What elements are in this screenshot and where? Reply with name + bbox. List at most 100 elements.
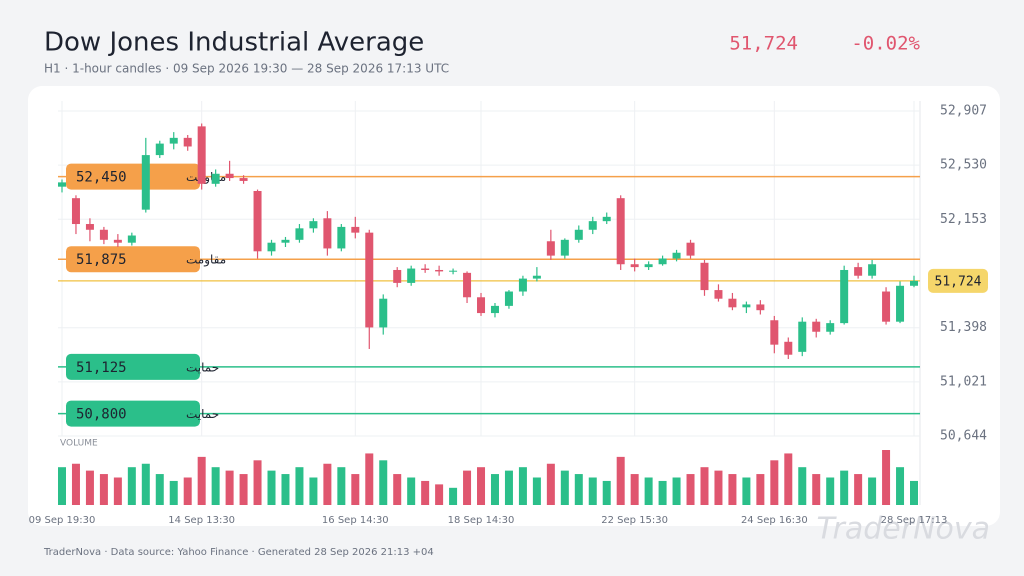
candle-body <box>588 221 597 230</box>
candle-body <box>421 268 430 270</box>
volume-bar <box>393 474 402 505</box>
volume-bar <box>658 480 667 505</box>
candle-body <box>309 221 318 229</box>
volume-bar <box>812 474 821 505</box>
volume-bar <box>267 470 276 505</box>
candle-body <box>253 190 262 252</box>
volume-bar <box>784 453 793 505</box>
candle-body <box>700 262 709 291</box>
candle-body <box>225 173 234 179</box>
candle-body <box>113 239 122 243</box>
candle-body <box>868 264 877 276</box>
volume-bar <box>295 467 304 505</box>
candle-body <box>211 173 220 184</box>
candle-body <box>602 216 611 222</box>
volume-bar <box>351 474 360 505</box>
x-tick-label: 24 Sep 16:30 <box>741 515 808 526</box>
footer: TraderNova · Data source: Yahoo Finance … <box>43 547 434 558</box>
candle-body <box>756 304 765 311</box>
y-tick-label: 52,530 <box>940 158 987 173</box>
volume-bar <box>854 474 863 505</box>
volume-bar <box>588 477 597 505</box>
candle-body <box>742 304 751 308</box>
candle-body <box>812 321 821 332</box>
x-tick-label: 09 Sep 19:30 <box>29 515 96 526</box>
candle-body <box>826 323 835 332</box>
candle-body <box>239 178 248 181</box>
volume-bar <box>700 467 709 505</box>
level-value: 52,450 <box>76 170 127 186</box>
volume-bar <box>337 467 346 505</box>
card <box>28 86 1000 526</box>
volume-bar <box>407 477 416 505</box>
candle-body <box>546 241 555 256</box>
volume-bar <box>141 463 150 505</box>
price: 51,724 <box>729 33 798 55</box>
volume-bar <box>435 484 444 505</box>
y-tick-label: 51,021 <box>940 374 987 389</box>
volume-bar <box>798 467 807 505</box>
volume-bar <box>477 467 486 505</box>
change: -0.02% <box>851 33 920 55</box>
current-price-badge <box>928 268 988 293</box>
volume-bar <box>421 480 430 505</box>
candle-body <box>532 275 541 279</box>
volume-bar <box>644 477 653 505</box>
chart-subtitle: H1 · 1-hour candles · 09 Sep 2026 19:30 … <box>44 62 449 76</box>
volume-bar <box>211 467 220 505</box>
candle-body <box>574 229 583 240</box>
level-name: حمایت <box>186 360 219 374</box>
y-tick-label: 50,644 <box>940 429 987 444</box>
x-tick-label: 14 Sep 13:30 <box>168 515 235 526</box>
current-price-label: 51,724 <box>935 274 982 289</box>
candle-body <box>798 321 807 352</box>
candle-body <box>686 242 695 256</box>
candle-body <box>267 242 276 252</box>
candle-body <box>714 290 723 299</box>
candle-body <box>71 198 80 225</box>
candle-body <box>477 297 486 314</box>
candle-body <box>882 291 891 322</box>
candle-body <box>630 264 639 268</box>
volume-bar <box>127 467 136 505</box>
volume-bar <box>449 487 458 505</box>
candle-body <box>910 280 918 286</box>
volume-bar <box>868 477 877 505</box>
volume-bar <box>323 463 332 505</box>
volume-bar <box>840 470 849 505</box>
candle-body <box>295 228 304 240</box>
volume-bar <box>532 477 541 505</box>
level-value: 51,125 <box>76 360 127 376</box>
candle-body <box>281 239 290 243</box>
volume-bar <box>225 470 234 505</box>
volume-bar <box>71 463 80 505</box>
volume-bar <box>463 470 472 505</box>
candle-body <box>183 137 192 147</box>
y-tick-label: 51,398 <box>940 320 987 335</box>
candle-body <box>518 278 527 292</box>
candle-body <box>58 182 66 187</box>
candle-body <box>323 218 332 249</box>
volume-bar <box>714 470 723 505</box>
level-name: مقاومت <box>186 253 226 268</box>
volume-bar <box>742 477 751 505</box>
volume-bar <box>826 477 835 505</box>
volume-bar <box>630 474 639 505</box>
volume-bar <box>504 470 513 505</box>
level-value: 50,800 <box>76 407 127 423</box>
volume-bar <box>882 450 891 505</box>
candle-body <box>658 258 667 265</box>
level-value: 51,875 <box>76 252 127 268</box>
candle-body <box>784 341 793 355</box>
volume-bar <box>183 477 192 505</box>
candle-body <box>127 235 136 243</box>
candle-body <box>644 264 653 268</box>
y-tick-label: 52,907 <box>940 104 987 119</box>
candle-body <box>770 320 779 345</box>
candle-body <box>365 232 374 328</box>
candle-body <box>197 126 206 184</box>
volume-bar <box>756 474 765 505</box>
candle-body <box>560 239 569 256</box>
watermark: TraderNova <box>817 512 990 547</box>
